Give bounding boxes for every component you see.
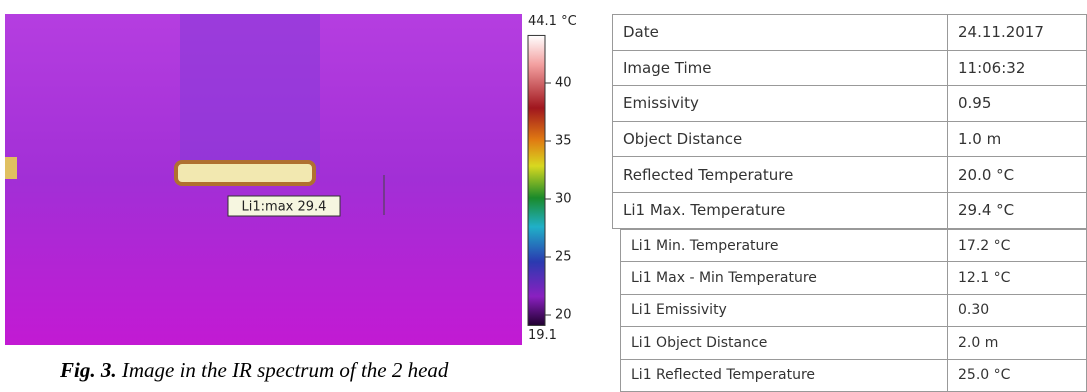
value-cell: 24.11.2017: [948, 15, 1087, 51]
value-cell: 0.95: [948, 86, 1087, 122]
ir-region: [180, 14, 320, 174]
label-cell: Li1 Emissivity: [621, 294, 948, 326]
value-cell: 20.0 °C: [948, 157, 1087, 193]
tick-label: 35: [555, 134, 572, 149]
value-cell: 0.30: [948, 294, 1087, 326]
value-cell: 11:06:32: [948, 50, 1087, 86]
label-cell: Date: [613, 15, 948, 51]
ir-hot-object: [176, 162, 314, 184]
label-cell: Li1 Reflected Temperature: [621, 359, 948, 391]
label-cell: Image Time: [613, 50, 948, 86]
annotation: Li1:max 29.4: [242, 200, 327, 215]
value-cell: 25.0 °C: [948, 359, 1087, 391]
value-cell: 29.4 °C: [948, 192, 1087, 228]
label-cell: Object Distance: [613, 121, 948, 157]
tick-label: 20: [555, 308, 572, 323]
caption-label: Fig. 3.: [60, 358, 117, 382]
colorbar-scale: [528, 35, 545, 325]
value-cell: 1.0 m: [948, 121, 1087, 157]
tick-label: 30: [555, 192, 572, 207]
label-cell: Li1 Max. Temperature: [613, 192, 948, 228]
colorbar-max: 44.1 °C: [528, 14, 577, 29]
label-cell: Reflected Temperature: [613, 157, 948, 193]
tick-label: 25: [555, 250, 572, 265]
caption-text: Image in the IR spectrum of the 2 head: [122, 358, 449, 382]
tick-label: 40: [555, 76, 572, 91]
label-cell: Li1 Max - Min Temperature: [621, 262, 948, 294]
ir-hot-edge: [5, 157, 17, 179]
colorbar: 44.1 °C 19.1 40 35 30 25 20: [528, 14, 577, 343]
value-cell: 17.2 °C: [948, 230, 1087, 262]
label-cell: Li1 Min. Temperature: [621, 230, 948, 262]
value-cell: 12.1 °C: [948, 262, 1087, 294]
value-cell: 2.0 m: [948, 327, 1087, 359]
ir-figure: Li1:max 29.4 44.1 °C 19.1 40 35 30 25 20: [0, 0, 600, 392]
label-cell: Li1 Object Distance: [621, 327, 948, 359]
caption: Fig. 3. Image in the IR spectrum of the …: [60, 358, 448, 383]
label-cell: Emissivity: [613, 86, 948, 122]
page: Li1:max 29.4 44.1 °C 19.1 40 35 30 25 20 Fig. …: [0, 0, 1087, 392]
colorbar-min: 19.1: [528, 328, 557, 343]
